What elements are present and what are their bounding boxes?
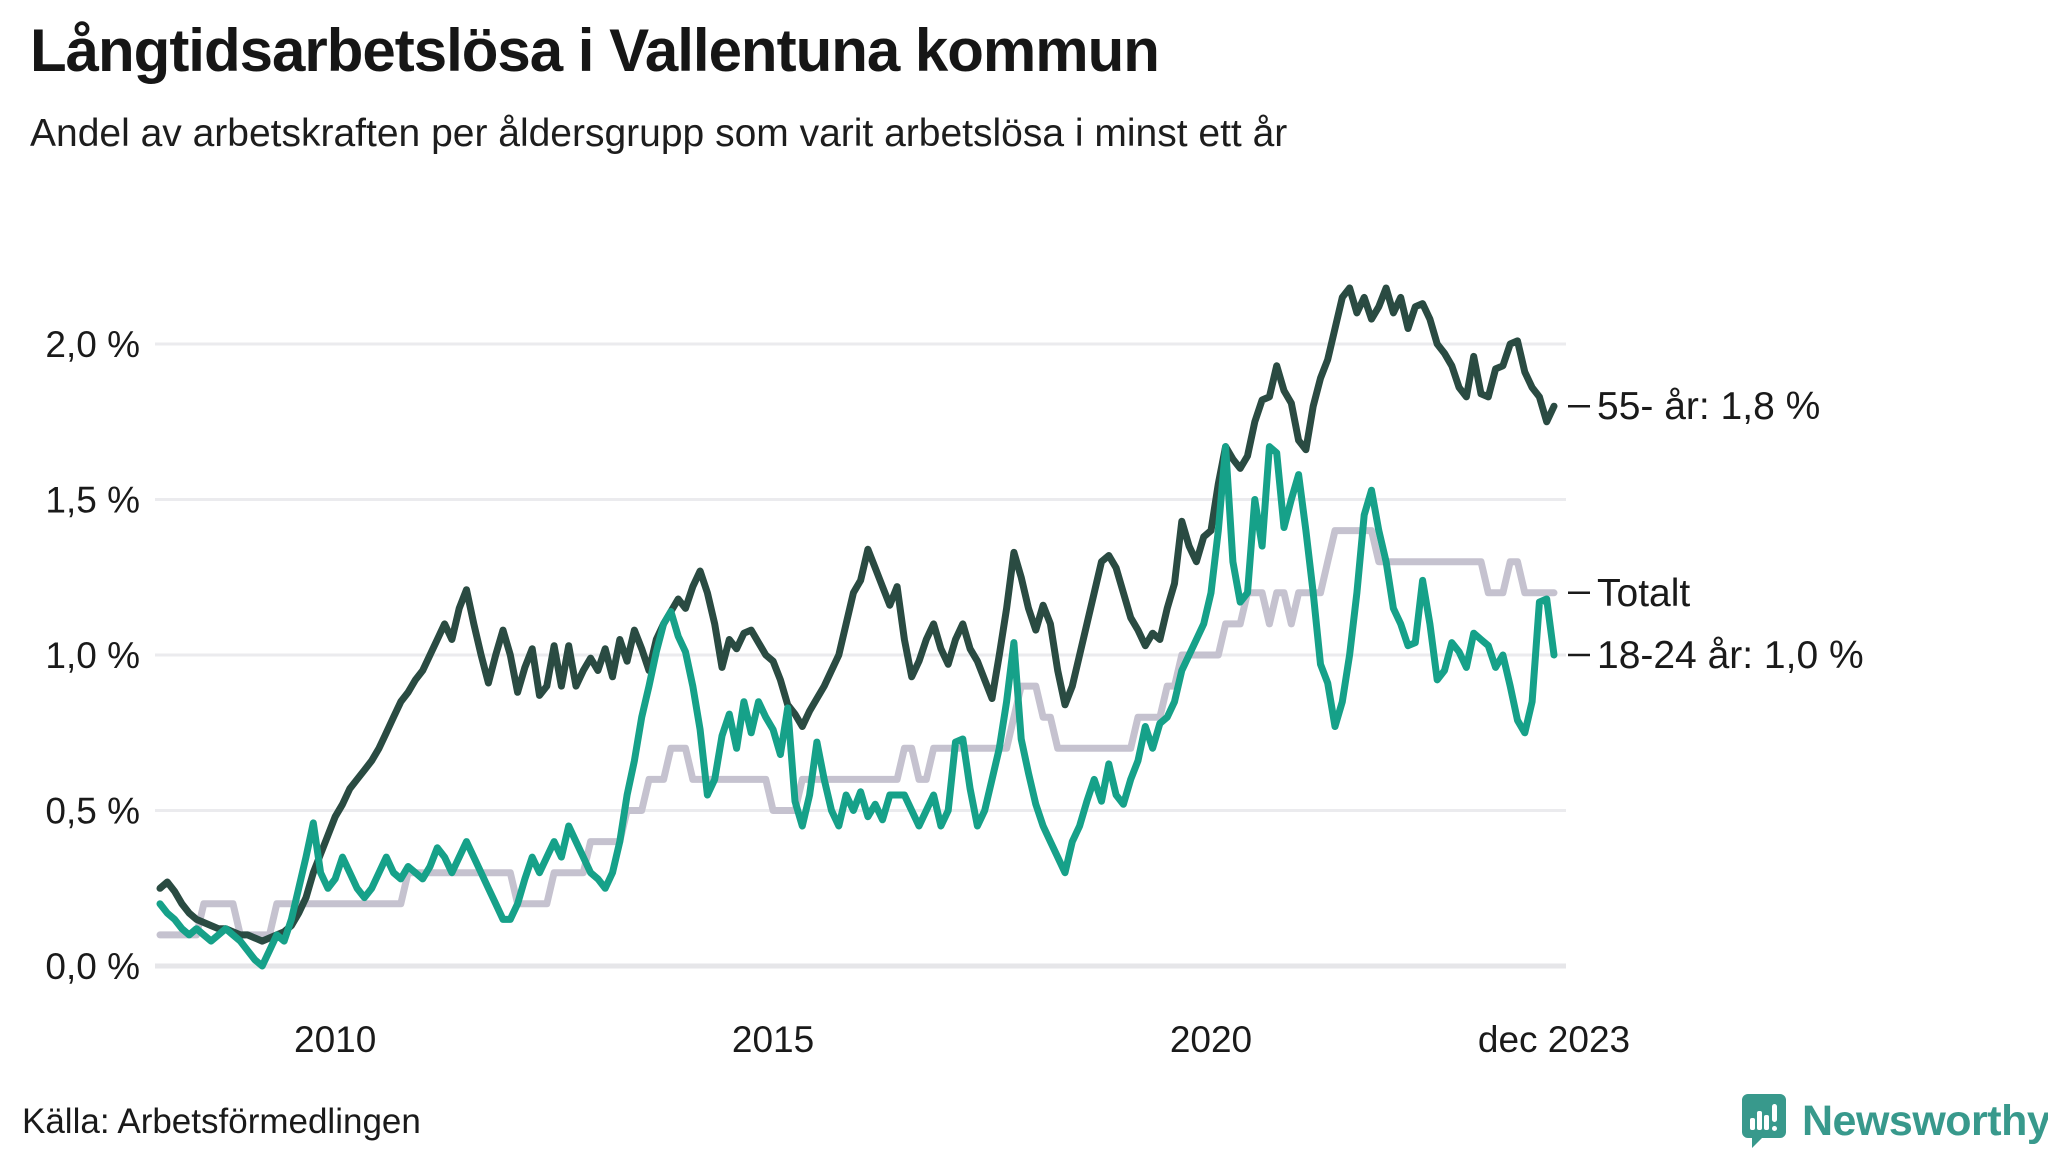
brand-logo[interactable]: Newsworthy <box>1740 1092 2048 1150</box>
y-tick-label: 1,5 % <box>45 480 140 521</box>
newsworthy-icon <box>1742 1094 1786 1148</box>
y-tick-label: 1,0 % <box>45 635 140 676</box>
series-1824r <box>156 443 1558 970</box>
series-end-label: Totalt <box>1597 572 1690 615</box>
page-title: Långtidsarbetslösa i Vallentuna kommun <box>30 17 1160 84</box>
series-end-label: 18-24 år: 1,0 % <box>1597 634 1864 677</box>
source-note: Källa: Arbetsförmedlingen <box>22 1102 421 1141</box>
x-tick-label: 2015 <box>732 1019 814 1060</box>
page-subtitle: Andel av arbetskraften per åldersgrupp s… <box>30 112 1288 155</box>
y-tick-label: 2,0 % <box>45 324 140 365</box>
series-55r <box>156 284 1558 945</box>
y-tick-label: 0,0 % <box>45 946 140 987</box>
x-tick-label: 2010 <box>294 1019 376 1060</box>
y-tick-label: 0,5 % <box>45 791 140 832</box>
series-totalt <box>156 527 1558 939</box>
series-end-label: 55- år: 1,8 % <box>1597 385 1820 428</box>
x-tick-label: dec 2023 <box>1478 1019 1630 1060</box>
x-tick-label: 2020 <box>1170 1019 1252 1060</box>
brand-name: Newsworthy <box>1802 1096 2048 1145</box>
